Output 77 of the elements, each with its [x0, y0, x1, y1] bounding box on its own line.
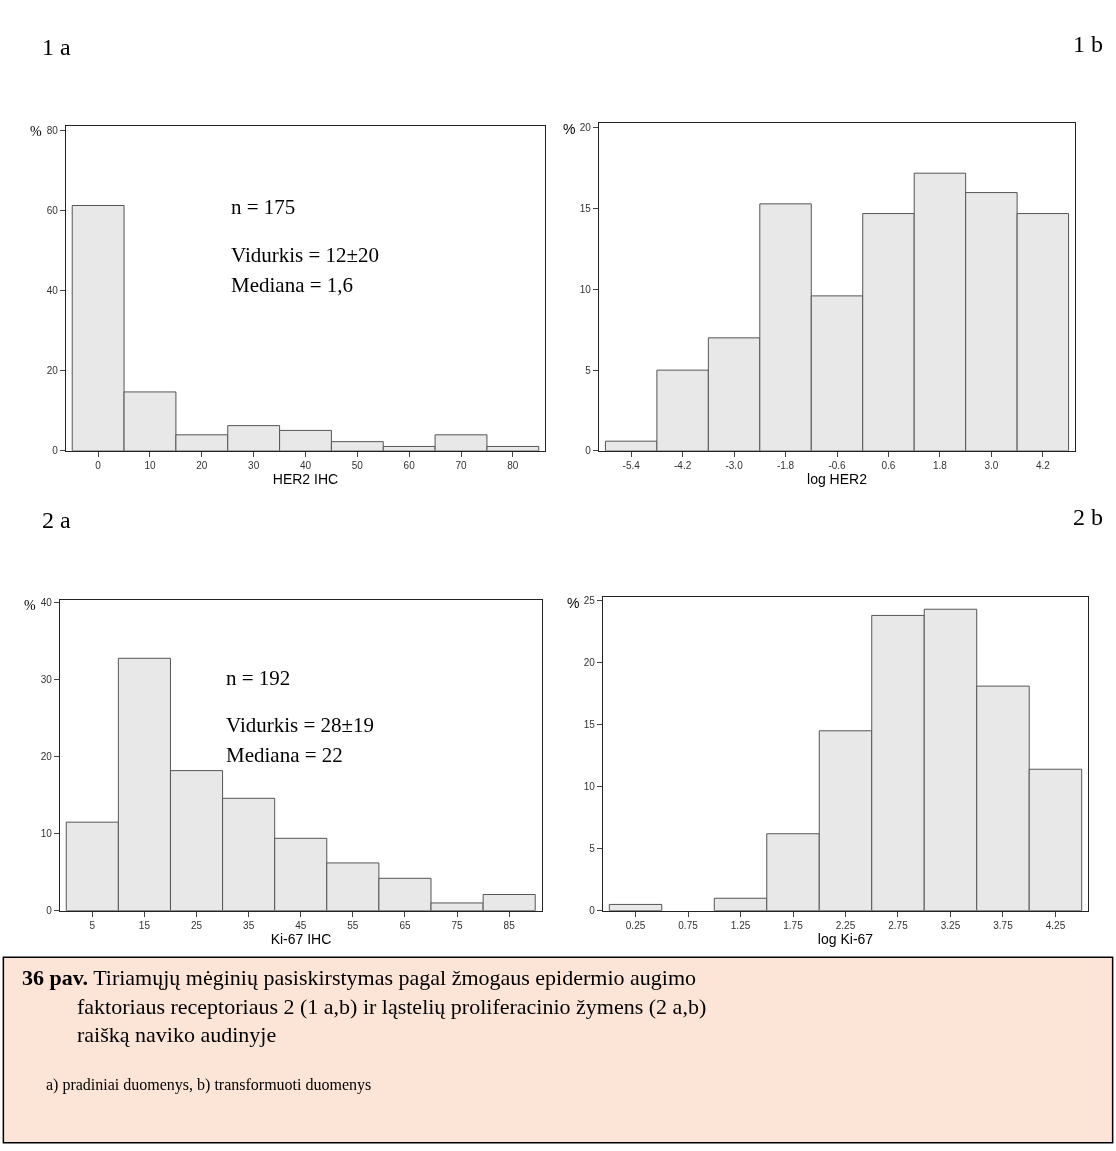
y-tick-label: 25: [583, 595, 596, 607]
text: 36 pav. Tiriamųjų mėginių pasiskirstymas pagal žmogaus epidermio augimo faktoriaus receptoriaus 2 (1 a,b) ir ląstelių proliferacinio žymens (2 a,b) raišką naviko audinyje: [22, 965, 707, 1048]
x-tick-label: -3.0: [725, 460, 744, 472]
chart-title: 2 a: [42, 507, 71, 533]
annotation: Mediana = 22: [226, 743, 343, 767]
x-axis-title: Ki-67 IHC: [270, 931, 332, 948]
y-tick-label: 0: [46, 905, 53, 917]
x-tick-label: 80: [507, 460, 519, 472]
x-tick-label: 40: [299, 460, 312, 472]
x-axis-title: log Ki-67: [817, 931, 874, 948]
x-tick-label: 30: [248, 460, 260, 472]
y-tick-label: 0: [585, 445, 592, 457]
y-tick-label: 10: [583, 781, 596, 793]
x-tick-label: 3.25: [940, 919, 961, 931]
x-tick-label: 4.25: [1045, 919, 1066, 931]
text: a) pradiniai duomenys, b) transformuoti duomenys: [46, 1076, 372, 1094]
x-tick-label: 3.75: [993, 919, 1014, 931]
x-tick-label: 65: [399, 919, 411, 931]
annotation: Vidurkis = 28±19: [226, 713, 375, 737]
y-axis-title: %: [567, 595, 580, 611]
x-tick-label: 0.6: [881, 460, 896, 472]
x-tick-label: 20: [196, 460, 208, 472]
x-tick-label: 1.75: [783, 919, 804, 931]
y-axis-title: %: [563, 121, 576, 137]
chart-title: 1 a: [42, 34, 71, 60]
x-tick-label: 5: [89, 919, 96, 931]
y-tick-label: 10: [40, 828, 53, 840]
x-tick-label: 45: [295, 919, 307, 931]
y-tick-label: 40: [46, 285, 59, 296]
x-tick-label: 10: [144, 460, 156, 472]
x-tick-label: 35: [243, 919, 255, 931]
y-tick-label: 15: [579, 203, 592, 215]
x-tick-label: 0.75: [678, 919, 699, 931]
annotation: n = 175: [231, 195, 296, 219]
x-tick-label: 0.25: [625, 919, 646, 931]
y-tick-label: 5: [589, 843, 596, 855]
chart-title: 1 b: [1073, 31, 1103, 57]
x-tick-label: 55: [347, 919, 359, 931]
x-tick-label: 85: [503, 919, 516, 931]
x-tick-label: 25: [190, 919, 203, 931]
y-tick-label: 60: [46, 204, 59, 216]
x-tick-label: 1.25: [730, 919, 751, 931]
x-tick-label: -0.6: [828, 460, 847, 472]
x-tick-label: 15: [138, 919, 151, 931]
x-tick-label: 1.8: [932, 460, 948, 472]
x-tick-label: 60: [403, 460, 416, 472]
annotation: Vidurkis = 12±20: [231, 243, 380, 267]
annotation: n = 192: [226, 666, 291, 690]
chart-title: 2 b: [1073, 504, 1103, 530]
x-tick-label: -1.8: [776, 460, 795, 472]
x-tick-label: -5.4: [622, 460, 641, 472]
y-tick-label: 30: [40, 674, 53, 686]
x-axis-title: log HER2: [807, 471, 868, 488]
y-tick-label: 20: [46, 365, 59, 377]
y-tick-label: 0: [52, 445, 59, 457]
y-tick-label: 20: [579, 122, 592, 134]
x-tick-label: -4.2: [674, 460, 692, 472]
y-tick-label: 80: [46, 124, 59, 136]
x-tick-label: 70: [455, 460, 468, 472]
x-tick-label: 2.25: [835, 919, 856, 931]
y-tick-label: 15: [583, 719, 596, 731]
y-tick-label: 0: [589, 905, 596, 917]
x-tick-label: 4.2: [1035, 460, 1051, 472]
y-axis-title: %: [24, 598, 36, 613]
x-tick-label: 3.0: [984, 460, 999, 472]
y-tick-label: 5: [585, 364, 592, 376]
y-tick-label: 40: [40, 597, 53, 609]
x-tick-label: 0: [95, 460, 102, 472]
x-tick-label: 50: [351, 460, 364, 472]
y-tick-label: 10: [579, 283, 592, 295]
annotation: Mediana = 1,6: [231, 273, 354, 297]
x-tick-label: 2.75: [888, 919, 909, 931]
x-tick-label: 75: [451, 919, 464, 931]
y-tick-label: 20: [583, 657, 596, 669]
y-tick-label: 20: [40, 751, 53, 763]
y-axis-title: %: [30, 124, 42, 139]
x-axis-title: HER2 IHC: [272, 471, 339, 488]
